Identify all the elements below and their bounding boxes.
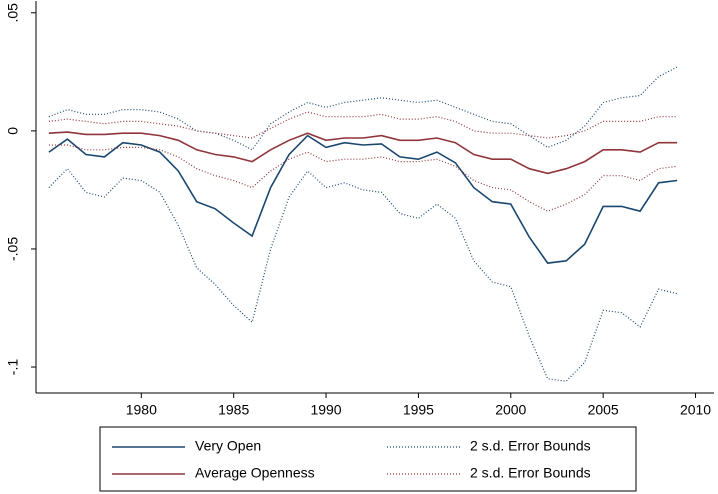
x-tick-label: 1980 xyxy=(126,402,157,418)
y-tick-label: -.05 xyxy=(5,237,21,261)
y-tick-label: -.1 xyxy=(5,359,21,376)
y-tick-label: 0 xyxy=(5,127,21,135)
error-bound-lower xyxy=(48,144,678,212)
x-tick-label: 1985 xyxy=(218,402,249,418)
y-tick-label: .05 xyxy=(5,3,21,23)
series-line xyxy=(48,131,678,175)
x-tick-label: 2005 xyxy=(588,402,619,418)
legend-label: Average Openness xyxy=(195,465,315,481)
x-tick-label: 1995 xyxy=(403,402,434,418)
legend-label: Very Open xyxy=(195,438,261,454)
x-tick-label: 2010 xyxy=(680,402,711,418)
error-bound-upper xyxy=(48,111,678,139)
x-tick-label: 1990 xyxy=(310,402,341,418)
legend-label: 2 s.d. Error Bounds xyxy=(470,438,591,454)
series-line xyxy=(48,134,678,264)
x-tick-label: 2000 xyxy=(495,402,526,418)
error-bound-upper xyxy=(48,66,678,151)
legend-box xyxy=(99,426,637,492)
error-bound-lower xyxy=(48,167,678,382)
legend-label: 2 s.d. Error Bounds xyxy=(470,465,591,481)
